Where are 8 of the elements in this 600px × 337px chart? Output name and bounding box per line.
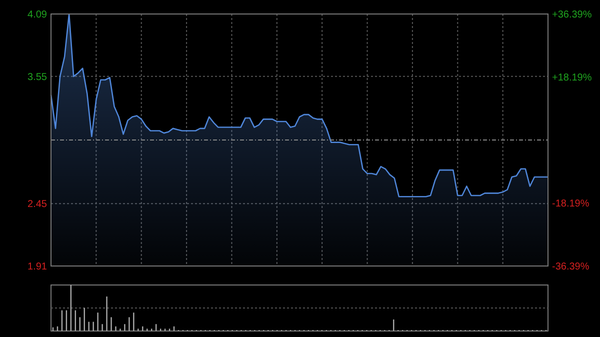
y-tick-label: 1.91 <box>28 262 48 272</box>
y-tick-label: 3.55 <box>28 72 48 83</box>
y2-tick-label: +36.39% <box>552 10 592 20</box>
y2-tick-label: -36.39% <box>552 262 590 272</box>
y2-tick-label: -18.19% <box>552 198 590 210</box>
y-tick-label: 4.09 <box>28 10 48 20</box>
y-tick-label: 2.45 <box>28 199 48 210</box>
y2-tick-label: +18.19% <box>552 72 592 84</box>
